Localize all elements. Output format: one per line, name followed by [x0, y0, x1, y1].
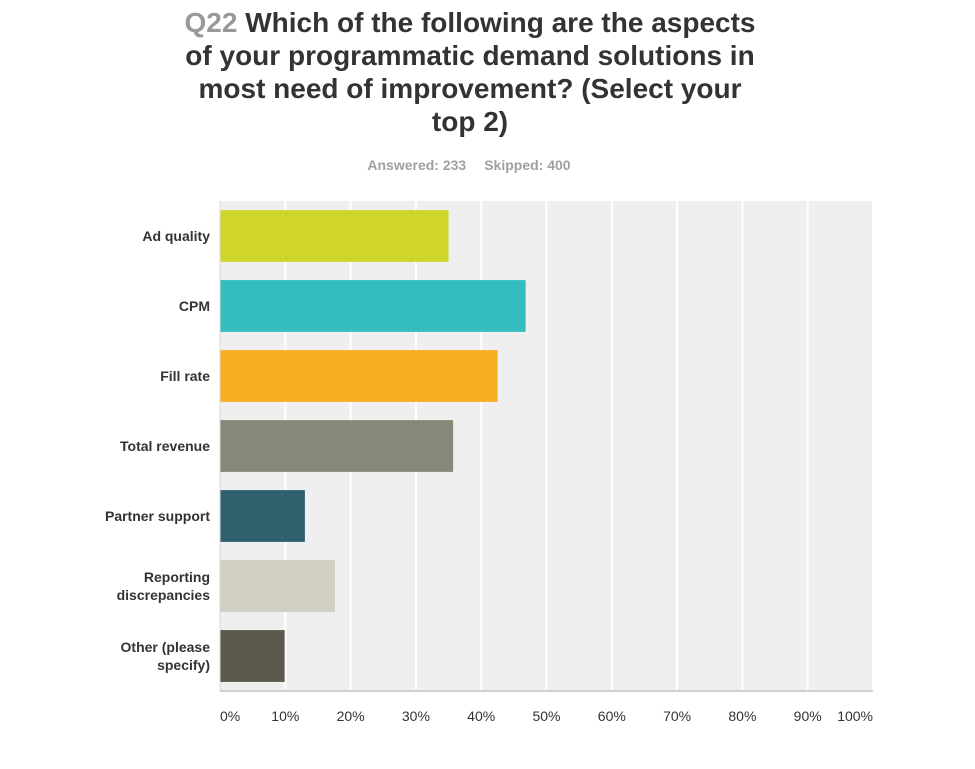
- category-label: Fill rate: [160, 368, 210, 384]
- x-tick-label: 20%: [337, 708, 365, 724]
- answered-count: Answered: 233: [367, 157, 467, 173]
- category-label: specify): [157, 657, 210, 673]
- category-label: CPM: [179, 298, 210, 314]
- x-tick-label: 60%: [598, 708, 626, 724]
- bar: [220, 210, 449, 262]
- category-label: Ad quality: [142, 228, 210, 244]
- bar: [220, 420, 454, 472]
- x-tick-label: 50%: [532, 708, 560, 724]
- chart-title: Q22 Which of the following are the aspec…: [180, 6, 760, 138]
- bar: [220, 350, 498, 402]
- x-tick-label: 90%: [794, 708, 822, 724]
- bar: [220, 490, 305, 542]
- question-number: Q22: [184, 7, 238, 38]
- category-label: Other (please: [121, 639, 211, 655]
- category-label: Reporting: [144, 569, 210, 585]
- skipped-count: Skipped: 400: [484, 157, 571, 173]
- category-label: Partner support: [105, 508, 210, 524]
- category-label: discrepancies: [117, 587, 211, 603]
- category-label: Total revenue: [120, 438, 210, 454]
- response-stats: Answered: 233 Skipped: 400: [0, 157, 938, 173]
- x-tick-label: 0%: [220, 708, 240, 724]
- x-tick-label: 40%: [467, 708, 495, 724]
- bar: [220, 280, 526, 332]
- bar: [220, 560, 335, 612]
- x-tick-label: 30%: [402, 708, 430, 724]
- x-tick-label: 10%: [271, 708, 299, 724]
- question-text: Which of the following are the aspects o…: [185, 7, 756, 137]
- x-tick-label: 100%: [837, 708, 873, 724]
- bar: [220, 630, 285, 682]
- x-tick-label: 70%: [663, 708, 691, 724]
- x-tick-label: 80%: [728, 708, 756, 724]
